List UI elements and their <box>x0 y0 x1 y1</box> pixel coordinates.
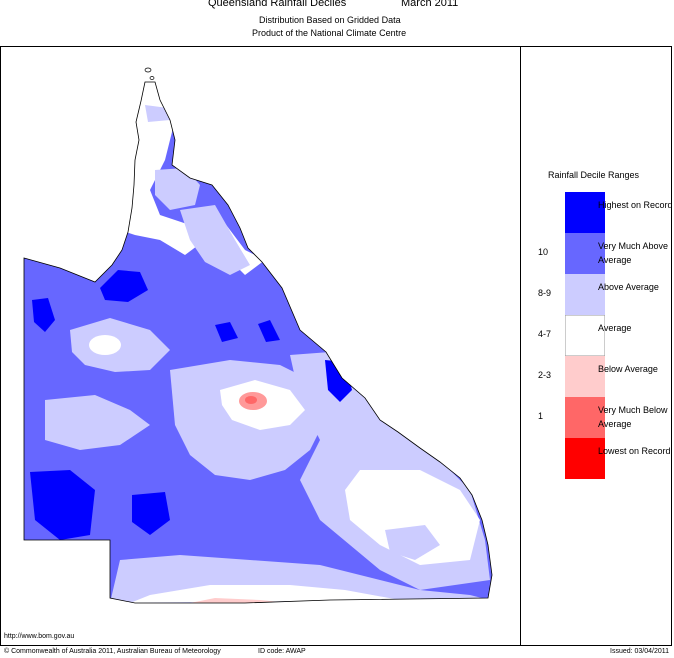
torres-island-2 <box>149 76 155 80</box>
legend-swatch-5 <box>565 397 605 438</box>
north-highest-patch <box>215 322 238 342</box>
legend-rank-2: 8-9 <box>538 288 552 298</box>
map-title: Queensland Rainfall Deciles <box>208 0 347 9</box>
southeast-average-region <box>345 470 480 565</box>
footer-issued: Issued: 03/04/2011 <box>610 648 670 655</box>
legend-swatch-6 <box>565 438 605 479</box>
gulf-above-region <box>180 205 250 275</box>
footer-url: http://www.bom.gov.au <box>4 633 75 640</box>
cape-york-average-region <box>120 82 265 275</box>
map-frame <box>0 46 672 646</box>
gulf-highest-patch <box>100 270 148 302</box>
legend-title: Rainfall Decile Ranges <box>548 170 640 180</box>
legend-rank-5: 1 <box>538 411 544 421</box>
central-highest-patch <box>132 492 170 535</box>
west-above-band <box>45 395 150 450</box>
legend-swatch-1 <box>565 233 605 274</box>
queensland-decile-map <box>23 67 493 628</box>
legend-swatch-4 <box>565 356 605 397</box>
footer-copyright: © Commonwealth of Australia 2011, Austra… <box>4 648 221 655</box>
torres-island-1 <box>144 67 152 73</box>
west-highest-patch <box>30 470 95 540</box>
northwest-highest-patch <box>32 298 55 332</box>
legend-label-0: Highest on Record <box>598 200 673 210</box>
northeast-highest-patch <box>258 320 280 342</box>
legend-label-1: Very Much Above Average <box>598 241 669 265</box>
cape-york-above-east <box>155 168 200 210</box>
legend-label-3: Average <box>598 323 632 333</box>
legend-rank-4: 2-3 <box>538 370 552 380</box>
legend-rank-3: 4-7 <box>538 329 552 339</box>
legend-label-4: Below Average <box>598 364 658 374</box>
southeast-above-inner <box>385 525 440 560</box>
cape-york-above-band <box>145 105 170 122</box>
legend-label-5: Very Much Below Average <box>598 405 668 429</box>
legend-label-6: Lowest on Record <box>598 446 671 456</box>
legend-swatch-0 <box>565 192 605 233</box>
subtitle-product: Product of the National Climate Centre <box>252 28 407 38</box>
queensland-outline <box>23 81 493 604</box>
northwest-average-spot <box>89 335 121 355</box>
legend-swatch-3 <box>565 315 605 356</box>
central-very-much-below-spot <box>245 396 257 404</box>
legend-divider <box>520 46 521 646</box>
south-average-band <box>130 585 400 603</box>
footer-id-code: ID code: AWAP <box>258 648 306 655</box>
legend-label-2: Above Average <box>598 282 659 292</box>
legend-rank-1: 10 <box>538 247 549 257</box>
subtitle-distribution: Distribution Based on Gridded Data <box>259 15 401 25</box>
south-very-much-below-band <box>200 606 290 628</box>
south-lowest-spot <box>232 611 252 624</box>
map-period: March 2011 <box>401 0 459 9</box>
legend-swatch-2 <box>565 274 605 315</box>
